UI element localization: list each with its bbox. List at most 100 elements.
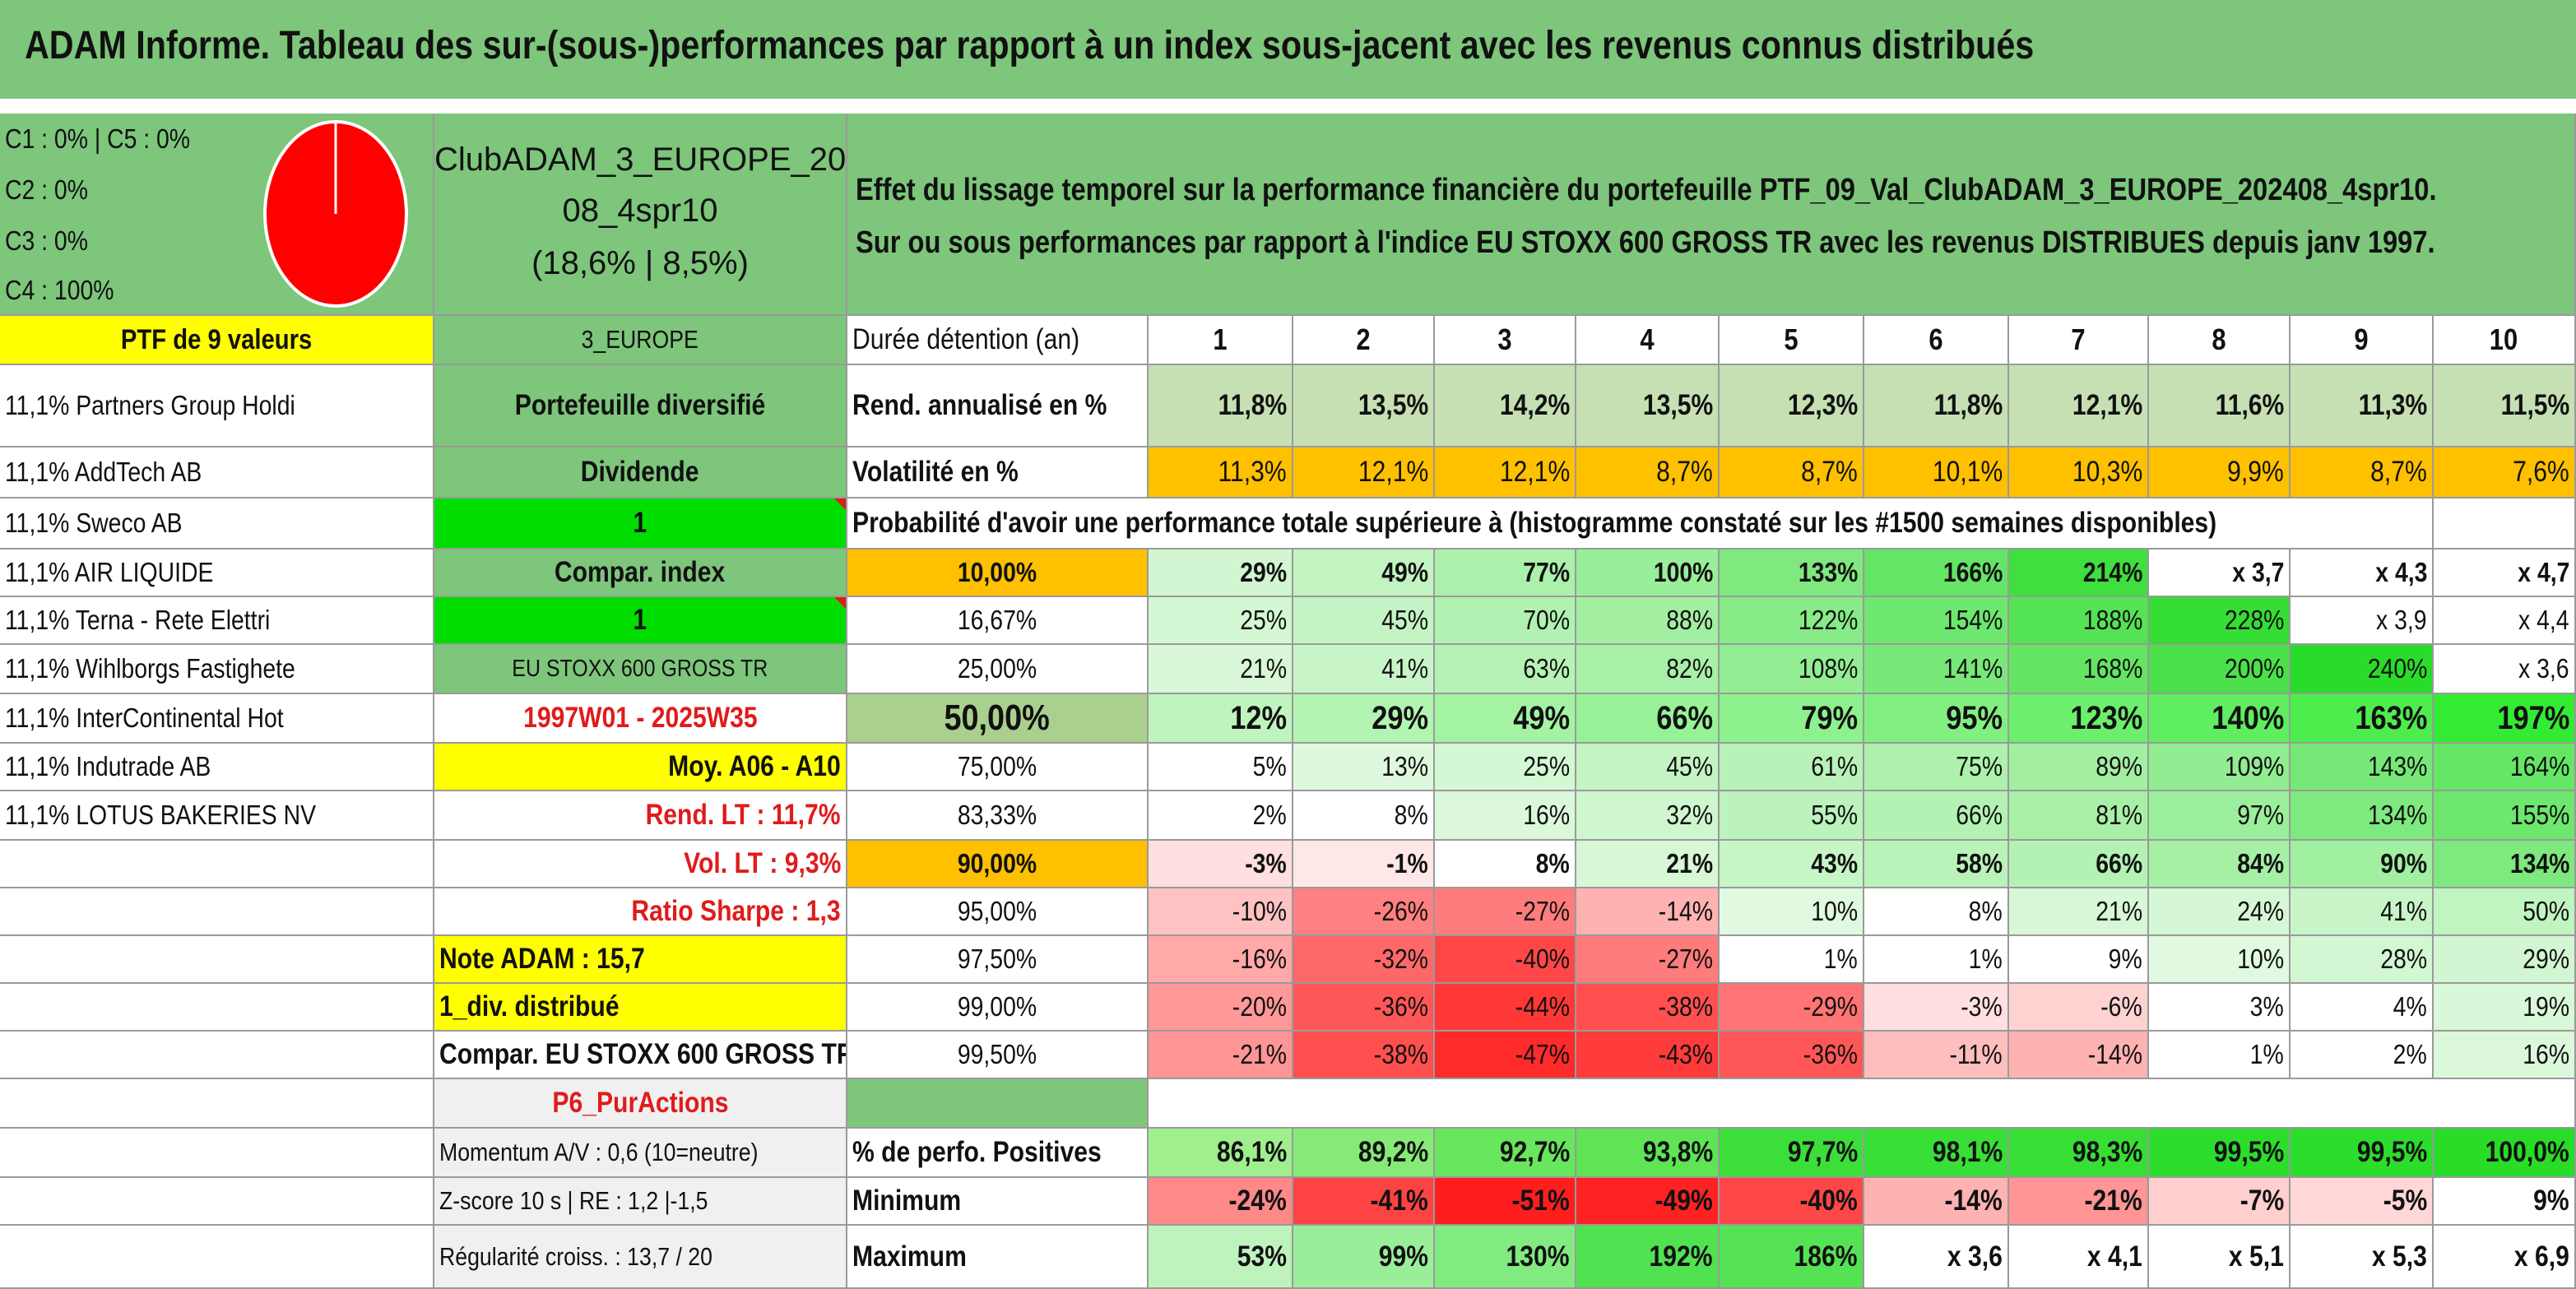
quantile-label: 99,50% [847, 1032, 1149, 1079]
quantile-value-text: 45% [1666, 751, 1713, 781]
quantile-value: 123% [2009, 694, 2149, 744]
quantile-value-text: 143% [2367, 751, 2427, 781]
quantile-value-text: x 3,6 [2518, 653, 2569, 684]
allocation-line: C3 : 0% [5, 225, 88, 256]
stat-value: 53% [1149, 1226, 1293, 1289]
quantile-value: 75% [1864, 744, 2009, 791]
quantile-value: x 3,6 [2434, 645, 2576, 694]
quantile-value: 32% [1576, 791, 1720, 841]
holding-row: 11,1% AIR LIQUIDE [0, 549, 434, 597]
quantile-value: 79% [1720, 694, 1864, 744]
quantile-value: x 3,7 [2149, 549, 2291, 597]
comment-marker [834, 597, 846, 609]
quantile-label: 95,00% [847, 888, 1149, 936]
stat-value-text: 186% [1794, 1240, 1858, 1273]
quantile-value-text: 66% [1656, 699, 1713, 736]
year-header: 5 [1720, 316, 1864, 365]
stat-value-text: 98,1% [1932, 1136, 2003, 1168]
side-label: EU STOXX 600 GROSS TR [434, 645, 847, 694]
rend-value: 13,5% [1293, 365, 1435, 447]
stat-value: 97,7% [1720, 1129, 1864, 1178]
quantile-value: 70% [1435, 597, 1576, 645]
quantile-value: 134% [2434, 841, 2576, 888]
quantile-value-text: 5% [1252, 751, 1287, 781]
vol-value: 8,7% [1576, 447, 1720, 498]
rend-value: 11,6% [2149, 365, 2291, 447]
quantile-value: 140% [2149, 694, 2291, 744]
stat-label-text: Maximum [852, 1240, 967, 1273]
quantile-value: 41% [1293, 645, 1435, 694]
quantile-value-text: 168% [2082, 653, 2142, 684]
quantile-value-text: 82% [1666, 653, 1713, 684]
probability-title: Probabilité d'avoir une performance tota… [847, 498, 2434, 549]
allocation-line: C2 : 0% [5, 174, 88, 205]
side-label: Ratio Sharpe : 1,3 [434, 888, 847, 936]
quantile-value: 163% [2291, 694, 2434, 744]
side-label-text: Compar. index [555, 556, 726, 588]
quantile-value-text: 240% [2367, 653, 2427, 684]
quantile-value-text: 134% [2509, 848, 2569, 879]
quantile-value-text: -11% [1949, 1039, 2003, 1069]
stat-label: Maximum [847, 1226, 1149, 1289]
side-label: Régularité croiss. : 13,7 / 20 [434, 1226, 847, 1289]
quantile-value-text: -27% [1515, 896, 1570, 926]
side-label: Compar. index [434, 549, 847, 597]
quantile-value-text: 1% [1823, 944, 1858, 974]
vol-value-text: 7,6% [2513, 456, 2569, 488]
quantile-label: 75,00% [847, 744, 1149, 791]
side-label-text: EU STOXX 600 GROSS TR [512, 655, 768, 682]
separator-strip [0, 99, 2576, 112]
quantile-value: -29% [1720, 984, 1864, 1032]
description-box: Effet du lissage temporel sur la perform… [847, 114, 2576, 316]
quantile-value: 29% [1149, 549, 1293, 597]
quantile-value-text: -14% [1658, 896, 1713, 926]
stat-value: 192% [1576, 1226, 1720, 1289]
holding-empty [0, 1178, 434, 1226]
quantile-value-text: 16% [1523, 800, 1570, 830]
year-header: 9 [2291, 316, 2434, 365]
quantile-value: 49% [1435, 694, 1576, 744]
quantile-value-text: 81% [2096, 800, 2142, 830]
side-label-text: Régularité croiss. : 13,7 / 20 [439, 1241, 712, 1271]
side-label-text: 1_div. distribué [439, 990, 620, 1022]
quantile-value: 43% [1720, 841, 1864, 888]
side-label: Moy. A06 - A10 [434, 744, 847, 791]
region-label: 3_EUROPE [434, 316, 847, 365]
quantile-value-text: -44% [1515, 991, 1570, 1022]
quantile-value: 3% [2149, 984, 2291, 1032]
quantile-value-text: 70% [1523, 605, 1570, 635]
side-label: Portefeuille diversifié [434, 365, 847, 447]
quantile-value-text: 197% [2497, 699, 2569, 736]
quantile-value-text: 21% [1240, 653, 1287, 684]
stat-value: -7% [2149, 1178, 2291, 1226]
rend-value-text: 13,5% [1358, 389, 1428, 421]
year-header: 1 [1149, 316, 1293, 365]
holding-row: 11,1% Terna - Rete Elettri [0, 597, 434, 645]
quantile-value-text: 25% [1240, 605, 1287, 635]
quantile-value: -47% [1435, 1032, 1576, 1079]
quantile-value-text: -3% [1245, 848, 1287, 879]
holding-row-text: 11,1% AIR LIQUIDE [5, 557, 214, 587]
quantile-value-text: 122% [1798, 605, 1858, 635]
stat-value-text: x 5,1 [2229, 1240, 2284, 1273]
quantile-value: 58% [1864, 841, 2009, 888]
vol-value: 8,7% [2291, 447, 2434, 498]
stat-value-text: -49% [1655, 1185, 1713, 1217]
quantile-value: x 3,9 [2291, 597, 2434, 645]
quantile-value: 81% [2009, 791, 2149, 841]
vol-value: 7,6% [2434, 447, 2576, 498]
quantile-value: -16% [1149, 936, 1293, 984]
holding-empty [0, 936, 434, 984]
quantile-label: 50,00% [847, 694, 1149, 744]
quantile-value-text: 75% [1956, 751, 2003, 781]
quantile-value-text: 214% [2082, 557, 2142, 587]
quantile-value-text: 63% [1523, 653, 1570, 684]
quantile-value: 89% [2009, 744, 2149, 791]
quantile-value: 21% [1576, 841, 1720, 888]
stat-value: 98,3% [2009, 1129, 2149, 1178]
quantile-value: 13% [1293, 744, 1435, 791]
quantile-value-text: 154% [1942, 605, 2003, 635]
stat-value-text: 100,0% [2485, 1136, 2569, 1168]
stat-value-text: -24% [1228, 1185, 1287, 1217]
stat-value: x 5,3 [2291, 1226, 2434, 1289]
